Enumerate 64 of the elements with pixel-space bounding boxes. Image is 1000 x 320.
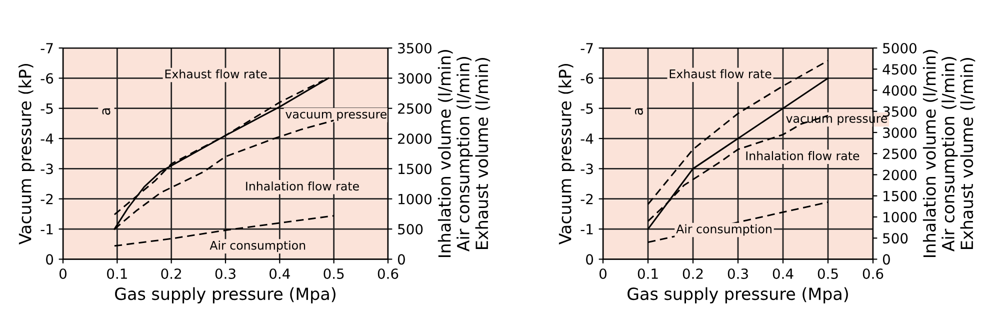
x-tick-label: 0 <box>599 268 606 279</box>
text: Inhalation flow rate <box>246 181 359 191</box>
y2-axis-title: Inhalation volume (l/min) Air consumption (l/min) Exhaust volume (l/min) <box>438 50 490 257</box>
y-axis-title: Vacuum pressure (kP) <box>558 64 575 245</box>
y-axis-title: Vacuum pressure (kP) <box>18 64 35 245</box>
y-tick-label: -6 <box>40 73 54 84</box>
y-tick-label: -7 <box>580 43 593 54</box>
x-tick-label: 0.1 <box>638 268 658 279</box>
y2-tick-label: 2500 <box>398 103 432 114</box>
text: Exhaust flow rate <box>165 69 267 78</box>
y-tick-label: -7 <box>40 43 53 54</box>
annotation: a <box>102 108 110 115</box>
y2-tick-label: 1000 <box>398 194 432 204</box>
y-tick-label: -2 <box>580 194 593 204</box>
y2-tick-label: 1500 <box>398 164 432 174</box>
y-tick-label: 0 <box>586 254 594 265</box>
y-tick-label: -2 <box>40 194 53 204</box>
y-tick-label: -5 <box>580 103 593 114</box>
y2-tick-label: 3500 <box>398 42 432 54</box>
y2-tick-label: 500 <box>398 224 423 235</box>
y-tick-label: -3 <box>40 164 53 174</box>
x-tick-label: 0.4 <box>270 268 290 279</box>
x-tick-label: 0.2 <box>682 268 703 279</box>
series-label: vacuum pressure <box>286 112 387 121</box>
y-tick-label: -3 <box>580 164 593 174</box>
y2-tick-label: 4500 <box>882 64 916 75</box>
y2-tick-label: 500 <box>883 233 908 244</box>
y-tick-label: 0 <box>46 254 54 265</box>
x-tick-label: 0.5 <box>818 268 838 279</box>
x-tick-label: 0.6 <box>862 268 884 279</box>
y2-tick-label: 4000 <box>882 85 916 96</box>
y-tick-label: -1 <box>580 224 593 234</box>
y-tick-label: -4 <box>40 134 54 144</box>
x-axis-title: Gas supply pressure (Mpa) <box>115 287 336 304</box>
y2-tick-label: 1000 <box>884 212 916 222</box>
y2-tick-label: 2000 <box>883 170 916 180</box>
y2-tick-label: 5000 <box>883 42 916 54</box>
y2-tick-label: 3000 <box>883 127 916 138</box>
y-tick-label: -1 <box>40 224 53 234</box>
y2-tick-label: 3500 <box>883 106 916 117</box>
series-label: Air consumption <box>210 240 306 252</box>
series-label: Air consumption <box>676 224 772 236</box>
y2-tick-label: 0 <box>398 254 405 265</box>
x-tick-label: 0.3 <box>215 268 236 279</box>
x-tick-label: 0.5 <box>324 268 344 279</box>
x-tick-label: 0 <box>59 268 66 279</box>
y2-tick-label: 0 <box>882 254 890 265</box>
y-tick-label: -4 <box>580 134 594 144</box>
x-tick-label: 0.6 <box>378 268 398 279</box>
y2-tick-label: 3000 <box>398 73 432 84</box>
y2-axis-title: Inhalation volume (l/min) Air consumption (l/min) Exhaust volume (l/min) <box>922 50 976 257</box>
x-tick-label: 0.2 <box>161 268 181 279</box>
series-label: Exhaust flow rate <box>670 69 772 78</box>
y2-tick-label: 2500 <box>883 148 916 160</box>
y-tick-label: -5 <box>40 103 53 114</box>
y2-tick-label: 2000 <box>398 133 432 144</box>
annotation: a <box>634 108 643 115</box>
x-tick-label: 0.4 <box>772 268 794 279</box>
y-tick-label: -6 <box>580 73 594 84</box>
series-label: Inhalation flow rate <box>746 151 860 160</box>
x-tick-label: 0.1 <box>107 268 127 279</box>
x-tick-label: 0.3 <box>728 268 748 279</box>
x-axis-title: Gas supply pressure (Mpa) <box>628 287 848 304</box>
y2-tick-label: 1500 <box>884 190 916 202</box>
